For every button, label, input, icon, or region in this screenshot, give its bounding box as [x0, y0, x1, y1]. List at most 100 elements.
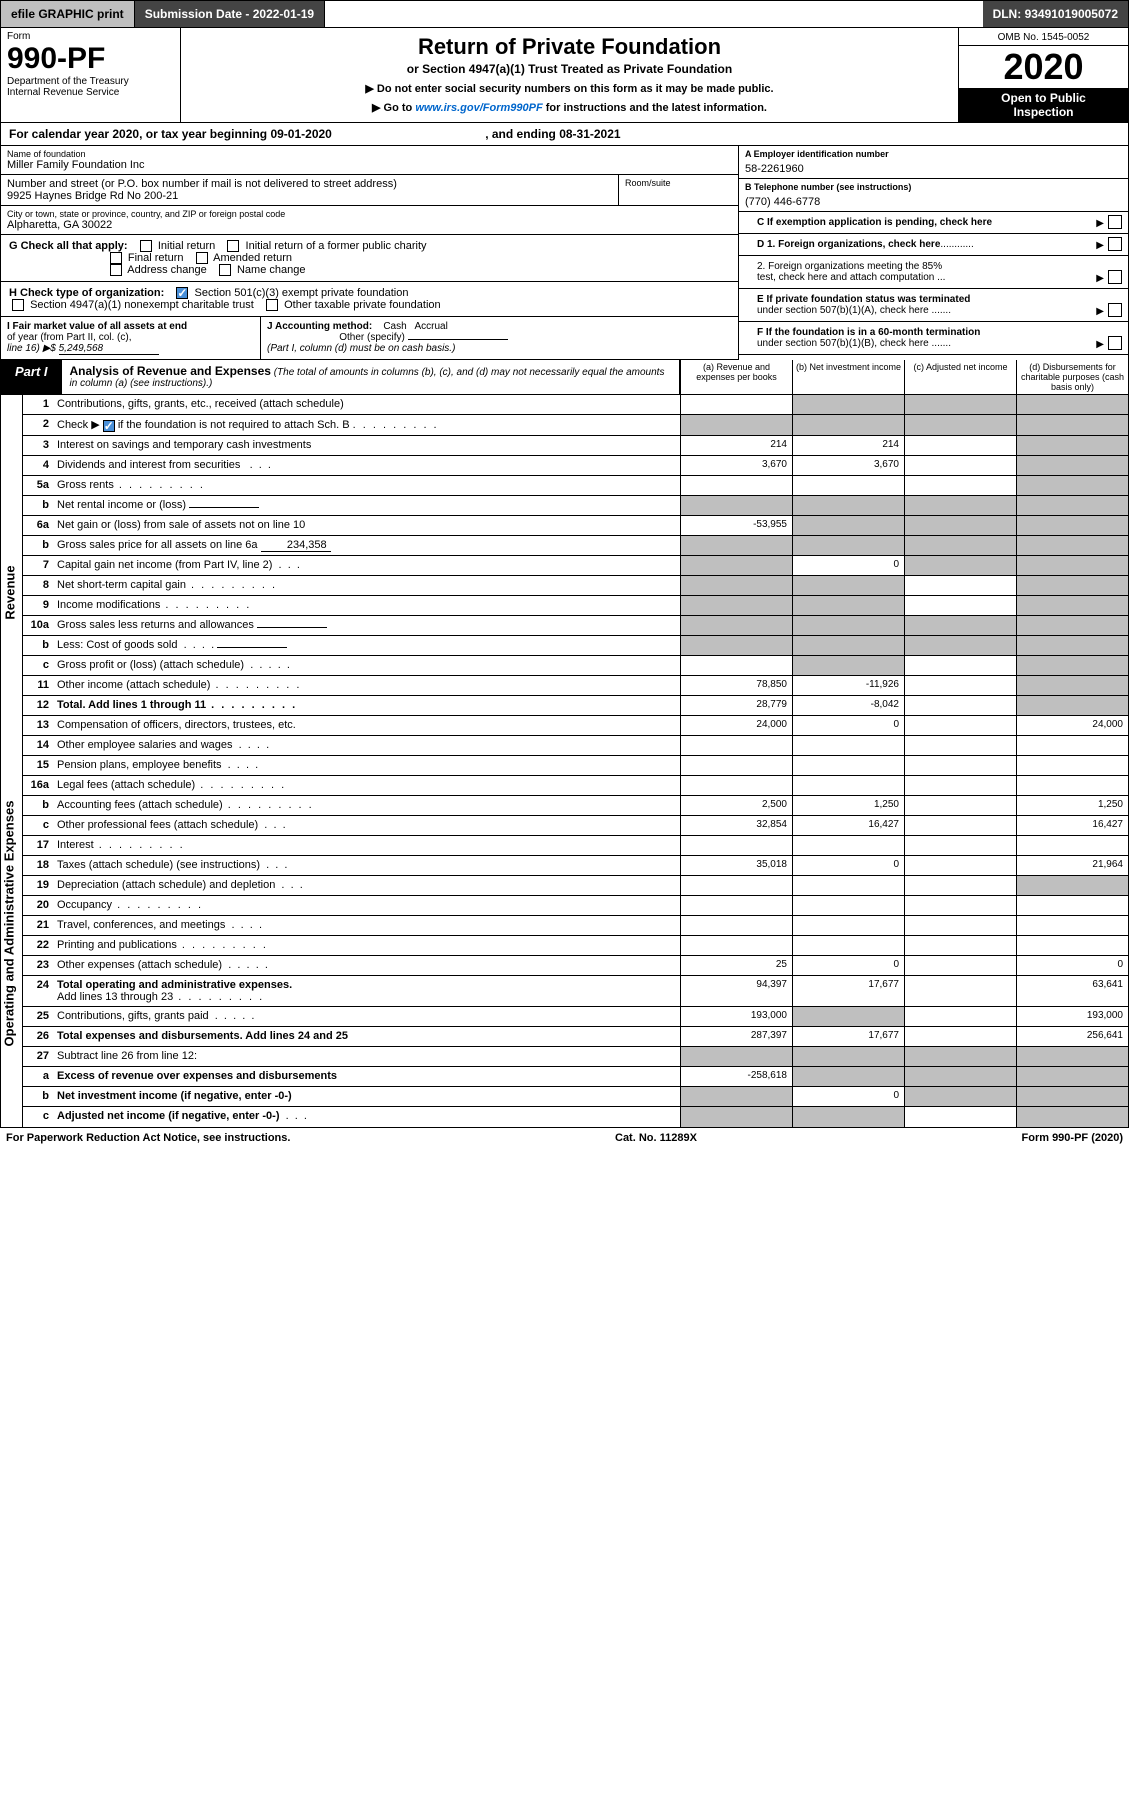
- amt-d: [1016, 696, 1128, 715]
- part1-table: Revenue 1 Contributions, gifts, grants, …: [0, 395, 1129, 715]
- line-no: 13: [23, 716, 53, 735]
- part1-header: Part I Analysis of Revenue and Expenses …: [0, 360, 1129, 395]
- chk-d1[interactable]: [1108, 237, 1122, 251]
- chk-name-change[interactable]: [219, 264, 231, 276]
- chk-e[interactable]: [1108, 303, 1122, 317]
- amt-d: 16,427: [1016, 816, 1128, 835]
- amt-c: [904, 956, 1016, 975]
- arrow-icon: ▶: [1096, 339, 1104, 350]
- line-no: 18: [23, 856, 53, 875]
- amt-c: [904, 616, 1016, 635]
- col-d-header: (d) Disbursements for charitable purpose…: [1016, 360, 1128, 394]
- chk-initial-former[interactable]: [227, 240, 239, 252]
- e-line1: E If private foundation status was termi…: [757, 294, 970, 305]
- omb-value: 1545-0052: [1042, 32, 1090, 43]
- chk-f[interactable]: [1108, 336, 1122, 350]
- chk-4947a1[interactable]: [12, 299, 24, 311]
- chk-501c3[interactable]: [176, 287, 188, 299]
- d2-row: 2. Foreign organizations meeting the 85%…: [739, 256, 1128, 289]
- amt-b: [792, 916, 904, 935]
- line-no: 25: [23, 1007, 53, 1026]
- amt-c: [904, 516, 1016, 535]
- line-no: c: [23, 816, 53, 835]
- amt-b: [792, 576, 904, 595]
- amt-c: [904, 856, 1016, 875]
- amt-a: 193,000: [680, 1007, 792, 1026]
- line-desc: Less: Cost of goods sold . . . .: [53, 636, 680, 655]
- line-desc: Total. Add lines 1 through 11: [53, 696, 680, 715]
- expenses-label: Operating and Administrative Expenses: [1, 800, 16, 1046]
- foundation-name-cell: Name of foundation Miller Family Foundat…: [1, 146, 738, 175]
- line-no: 4: [23, 456, 53, 475]
- line-desc: Adjusted net income (if negative, enter …: [53, 1107, 680, 1127]
- part1-desc: Analysis of Revenue and Expenses (The to…: [62, 360, 679, 394]
- line-17: 17 Interest: [23, 836, 1128, 856]
- line-no: 19: [23, 876, 53, 895]
- h-opt2: Section 4947(a)(1) nonexempt charitable …: [30, 299, 254, 311]
- form-instruction-2: ▶ Go to www.irs.gov/Form990PF for instru…: [187, 101, 952, 114]
- c-row: C If exemption application is pending, c…: [739, 212, 1128, 234]
- form990pf-link[interactable]: www.irs.gov/Form990PF: [415, 102, 542, 114]
- amt-d: [1016, 676, 1128, 695]
- submission-date-value: 2022-01-19: [253, 7, 314, 21]
- amt-a: [680, 395, 792, 414]
- amt-a: [680, 876, 792, 895]
- line-12: 12 Total. Add lines 1 through 11 28,779-…: [23, 696, 1128, 716]
- amt-c: [904, 1047, 1016, 1066]
- line27-section: 27 Subtract line 26 from line 12: a Exce…: [0, 1047, 1129, 1128]
- part1-col-headers: (a) Revenue and expenses per books (b) N…: [679, 360, 1128, 394]
- desc-text: Gross sales price for all assets on line…: [57, 539, 258, 551]
- submission-date: Submission Date - 2022-01-19: [135, 1, 325, 27]
- footer-left: For Paperwork Reduction Act Notice, see …: [6, 1132, 290, 1144]
- amt-b: [792, 736, 904, 755]
- chk-initial-return[interactable]: [140, 240, 152, 252]
- dln-value: 93491019005072: [1025, 7, 1118, 21]
- f-row: F If the foundation is in a 60-month ter…: [739, 322, 1128, 355]
- col-c-header: (c) Adjusted net income: [904, 360, 1016, 394]
- desc-text: Income modifications: [57, 599, 160, 611]
- chk-c[interactable]: [1108, 215, 1122, 229]
- part1-tag: Part I: [1, 360, 62, 394]
- amt-a: 35,018: [680, 856, 792, 875]
- g-opt3: Final return: [128, 252, 184, 264]
- chk-final-return[interactable]: [110, 252, 122, 264]
- amt-a: [680, 1087, 792, 1106]
- line-no: 2: [23, 415, 53, 434]
- desc-text: Taxes (attach schedule) (see instruction…: [57, 859, 260, 871]
- amt-a: [680, 656, 792, 675]
- line-23: 23 Other expenses (attach schedule) . . …: [23, 956, 1128, 976]
- line-desc: Travel, conferences, and meetings . . . …: [53, 916, 680, 935]
- desc-text: Other professional fees (attach schedule…: [57, 819, 258, 831]
- amt-b: 0: [792, 1087, 904, 1106]
- amt-d: [1016, 736, 1128, 755]
- j-note: (Part I, column (d) must be on cash basi…: [267, 343, 455, 354]
- desc-text: Net investment income (if negative, ente…: [57, 1090, 292, 1102]
- chk-other-taxable[interactable]: [266, 299, 278, 311]
- line-no: 10a: [23, 616, 53, 635]
- line-27b: b Net investment income (if negative, en…: [23, 1087, 1128, 1107]
- amt-d: [1016, 616, 1128, 635]
- amt-c: [904, 456, 1016, 475]
- dots: [160, 599, 251, 611]
- desc-text: Other employee salaries and wages: [57, 739, 232, 751]
- c-label: C If exemption application is pending, c…: [757, 217, 992, 228]
- amt-a: [680, 496, 792, 515]
- amt-c: [904, 896, 1016, 915]
- d1-row: D 1. Foreign organizations, check here..…: [739, 234, 1128, 256]
- amt-c: [904, 1067, 1016, 1086]
- line-6b: b Gross sales price for all assets on li…: [23, 536, 1128, 556]
- chk-sch-b[interactable]: [103, 420, 115, 432]
- chk-d2[interactable]: [1108, 270, 1122, 284]
- line-2: 2 Check ▶ if the foundation is not requi…: [23, 415, 1128, 435]
- chk-amended-return[interactable]: [196, 252, 208, 264]
- dots: [114, 479, 205, 491]
- chk-address-change[interactable]: [110, 264, 122, 276]
- arrow-icon: ▶: [1096, 240, 1104, 251]
- ij-row: I Fair market value of all assets at end…: [1, 317, 738, 360]
- line-desc: Other expenses (attach schedule) . . . .…: [53, 956, 680, 975]
- amt-c: [904, 876, 1016, 895]
- line-desc: Dividends and interest from securities .…: [53, 456, 680, 475]
- efile-print-button[interactable]: efile GRAPHIC print: [1, 1, 135, 27]
- amt-d: [1016, 436, 1128, 455]
- line-desc: Gross rents: [53, 476, 680, 495]
